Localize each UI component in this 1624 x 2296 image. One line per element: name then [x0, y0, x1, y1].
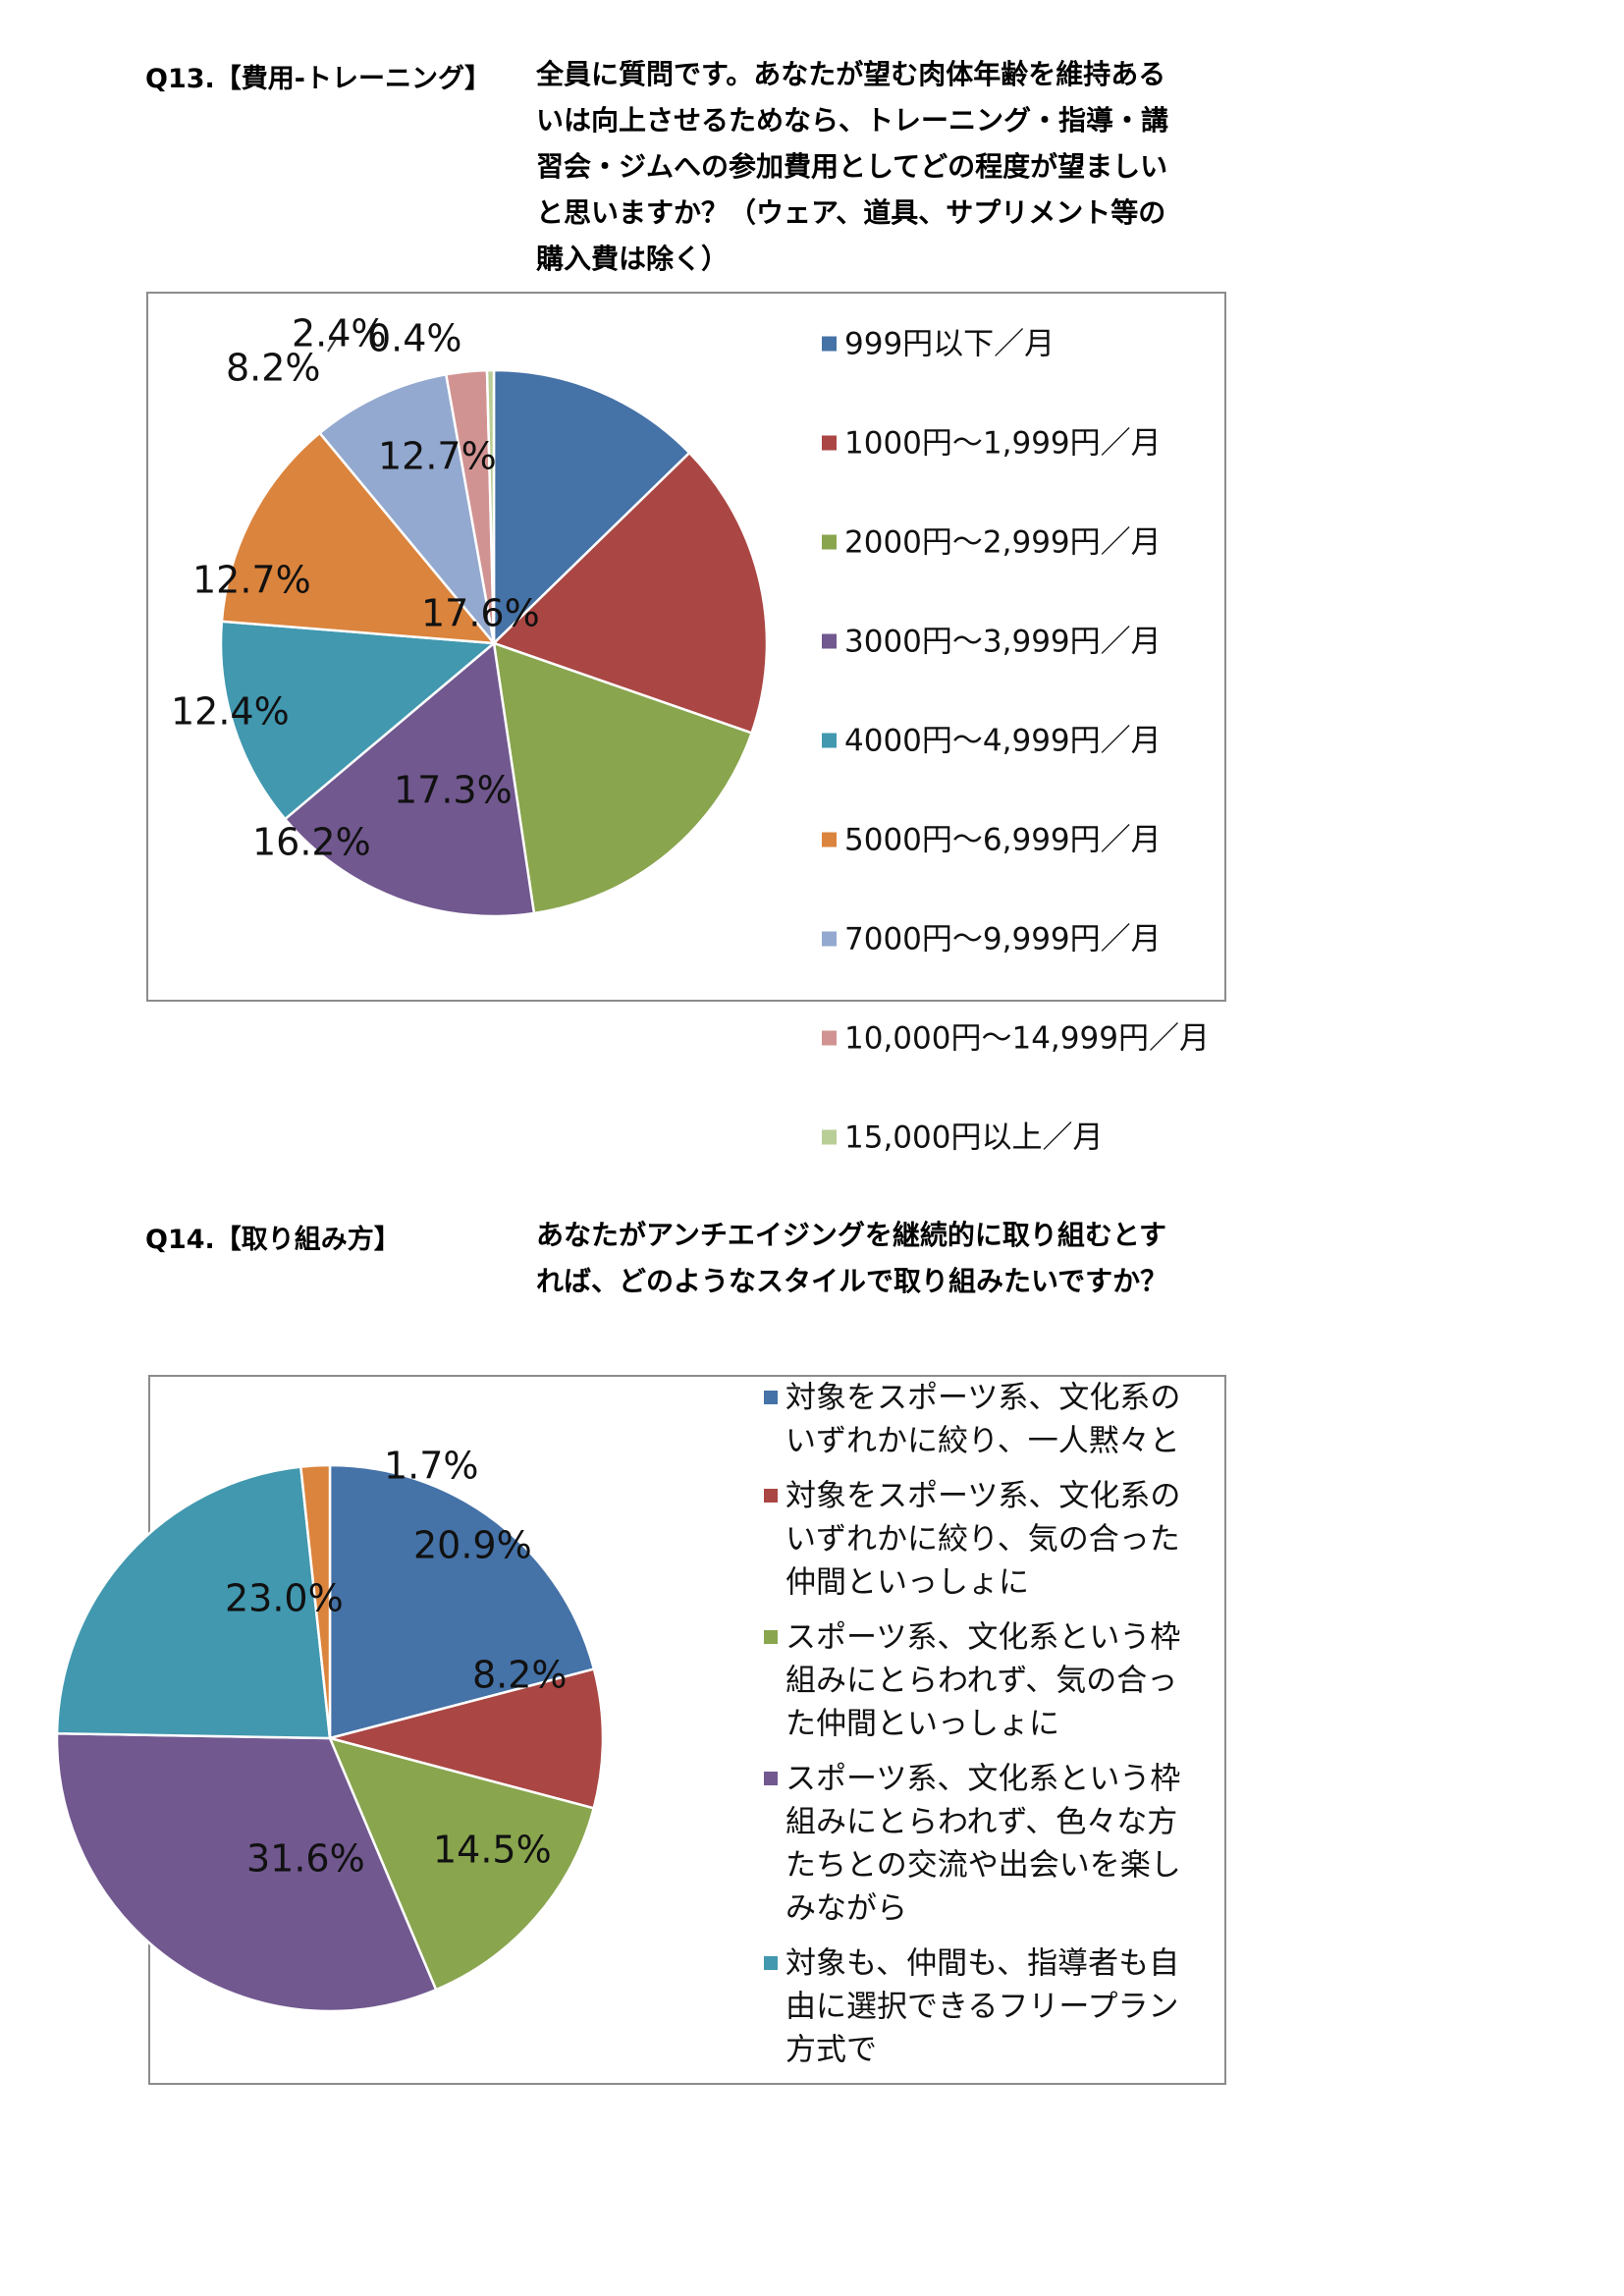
- q13-label: Q13.【費用-トレーニング】: [145, 64, 491, 94]
- q14-question-line: れば、どのようなスタイルで取り組みたいですか？: [536, 1265, 1168, 1297]
- q14-label: Q14.【取り組み方】: [145, 1225, 401, 1255]
- q13-data-label-3: 16.2%: [252, 821, 371, 864]
- q13-legend-swatch: [822, 435, 837, 451]
- q14-data-label-2: 14.5%: [433, 1829, 552, 1872]
- q13-legend-swatch: [822, 832, 837, 847]
- q13-slice-3: [283, 640, 536, 918]
- q14-legend-label: 対象も、仲間も、指導者も自: [785, 1946, 1179, 1982]
- q13-question-line: 習会・ジムへの参加費用としてどの程度が望ましい: [536, 150, 1168, 183]
- q14-legend-label: みながら: [785, 1891, 907, 1927]
- q13-slice-4: [219, 620, 498, 821]
- q13-question: 全員に質問です。あなたが望む肉体年齢を維持ある いは向上させるためなら、トレーニ…: [536, 51, 1184, 282]
- q14-legend-swatch: [764, 1391, 778, 1404]
- q13-data-label-5: 12.7%: [192, 559, 311, 602]
- q14-legend-label: 対象をスポーツ系、文化系の: [785, 1381, 1180, 1416]
- q13-legend-item: 4000円～4,999円／月: [822, 724, 1162, 759]
- q14-slice-5: [298, 1463, 332, 1739]
- q14-slice-3: [55, 1731, 438, 2013]
- q13-legend-item: 5000円～6,999円／月: [822, 823, 1162, 858]
- q13-legend-label: 999円以下／月: [844, 327, 1055, 362]
- q13-question-line: 購入費は除く）: [536, 243, 730, 275]
- q14-data-label-4: 23.0%: [225, 1577, 344, 1620]
- q14-data-label-5: 1.7%: [384, 1445, 479, 1488]
- q13-legend-item: 10,000円～14,999円／月: [822, 1021, 1210, 1057]
- q14-legend-label: 仲間といっしょに: [785, 1565, 1029, 1601]
- q13-leader-line: [327, 338, 347, 353]
- q13-legend-swatch: [822, 1129, 837, 1145]
- q13-legend-label: 15,000円以上／月: [844, 1121, 1103, 1156]
- q14-legend-label: スポーツ系、文化系という枠: [785, 1620, 1180, 1656]
- q13-slice-2: [492, 641, 754, 915]
- q13-data-label-0: 12.7%: [378, 435, 497, 478]
- q14-legend-label: た仲間といっしょに: [785, 1707, 1059, 1742]
- q13-legend-item: 15,000円以上／月: [822, 1121, 1103, 1156]
- q13-data-label-6: 8.2%: [226, 347, 321, 390]
- q13-legend-swatch: [822, 336, 837, 352]
- q13-slice-6: [317, 372, 497, 648]
- q13-legend-item: 1000円～1,999円／月: [822, 426, 1162, 462]
- q14-slice-1: [325, 1667, 605, 1810]
- q13-data-label-4: 12.4%: [171, 690, 290, 734]
- q14-slice-0: [328, 1463, 596, 1740]
- q13-legend-label: 10,000円～14,999円／月: [844, 1021, 1210, 1057]
- q13-slice-1: [491, 451, 769, 735]
- q13-legend-item: 3000円～3,999円／月: [822, 625, 1162, 660]
- q13-legend-label: 1000円～1,999円／月: [844, 426, 1162, 462]
- q13-legend-item: 2000円～2,999円／月: [822, 525, 1162, 561]
- q14-legend-swatch: [764, 1630, 778, 1644]
- q13-legend-label: 4000円～4,999円／月: [844, 724, 1162, 759]
- q14-legend-swatch: [764, 1956, 778, 1970]
- q14-legend-label: 方式で: [785, 2033, 877, 2068]
- q14-legend-label: 由に選択できるフリープラン: [785, 1990, 1179, 2025]
- q13-slice-5: [220, 431, 497, 645]
- q14-legend-item: スポーツ系、文化系という枠組みにとらわれず、色々な方たちとの交流や出会いを楽しみ…: [764, 1762, 1181, 1927]
- q13-legend-label: 3000円～3,999円／月: [844, 625, 1162, 660]
- q13-legend-swatch: [822, 733, 837, 748]
- q14-pie-chart: 20.9% 8.2% 14.5% 31.6% 23.0% 1.7% 対象をスポーツ系、文化系…: [55, 1381, 1181, 2068]
- q13-question-line: 全員に質問です。あなたが望む肉体年齢を維持ある: [536, 58, 1166, 90]
- q13-legend-label: 2000円～2,999円／月: [844, 525, 1162, 561]
- q13-data-label-8: 0.4%: [367, 317, 462, 360]
- q13-legend-item: 7000円～9,999円／月: [822, 922, 1162, 957]
- q14-slice-2: [327, 1736, 596, 1992]
- q13-slice-8: [485, 368, 496, 644]
- q14-legend-label: いずれかに絞り、一人黙々と: [785, 1424, 1180, 1459]
- q13-legend-label: 5000円～6,999円／月: [844, 823, 1162, 858]
- q13-question-line: と思いますか？（ウェア、道具、サプリメント等の: [536, 196, 1166, 229]
- q13-pie-chart: 12.7% 17.6% 17.3% 16.2% 12.4% 12.7% 8.2%2.4%0.…: [171, 312, 1210, 1156]
- q13-data-label-7: 2.4%: [292, 312, 387, 355]
- q14-legend-label: スポーツ系、文化系という枠: [785, 1762, 1180, 1797]
- q14-legend-label: いずれかに絞り、気の合った: [785, 1522, 1180, 1558]
- q13-data-label-2: 17.3%: [394, 769, 513, 812]
- q14-legend-label: 組みにとらわれず、色々な方: [785, 1805, 1177, 1840]
- q14-data-label-3: 31.6%: [246, 1837, 365, 1881]
- q13-legend-swatch: [822, 633, 837, 649]
- q13-legend-label: 7000円～9,999円／月: [844, 922, 1162, 957]
- q14-slice-4: [55, 1465, 332, 1740]
- q14-legend-swatch: [764, 1489, 778, 1503]
- q13-data-label-1: 17.6%: [421, 592, 540, 635]
- q13-legend-item: 999円以下／月: [822, 327, 1055, 362]
- q14-question-line: あなたがアンチエイジングを継続的に取り組むとす: [536, 1219, 1167, 1251]
- q13-legend-swatch: [822, 931, 837, 947]
- q13-question-line: いは向上させるためなら、トレーニング・指導・講: [536, 104, 1169, 137]
- q13-slice-0: [492, 368, 691, 646]
- q14-legend-label: たちとの交流や出会いを楽し: [785, 1848, 1181, 1884]
- q13-legend-swatch: [822, 534, 837, 550]
- q14-question: あなたがアンチエイジングを継続的に取り組むとす れば、どのようなスタイルで取り組…: [536, 1212, 1184, 1304]
- q14-legend-label: 対象をスポーツ系、文化系の: [785, 1479, 1180, 1514]
- q14-legend-swatch: [764, 1772, 778, 1785]
- q13-legend-swatch: [822, 1030, 837, 1046]
- q14-legend-label: 組みにとらわれず、気の合っ: [785, 1664, 1177, 1699]
- q14-data-label-1: 8.2%: [472, 1654, 568, 1697]
- q14-data-label-0: 20.9%: [413, 1524, 532, 1567]
